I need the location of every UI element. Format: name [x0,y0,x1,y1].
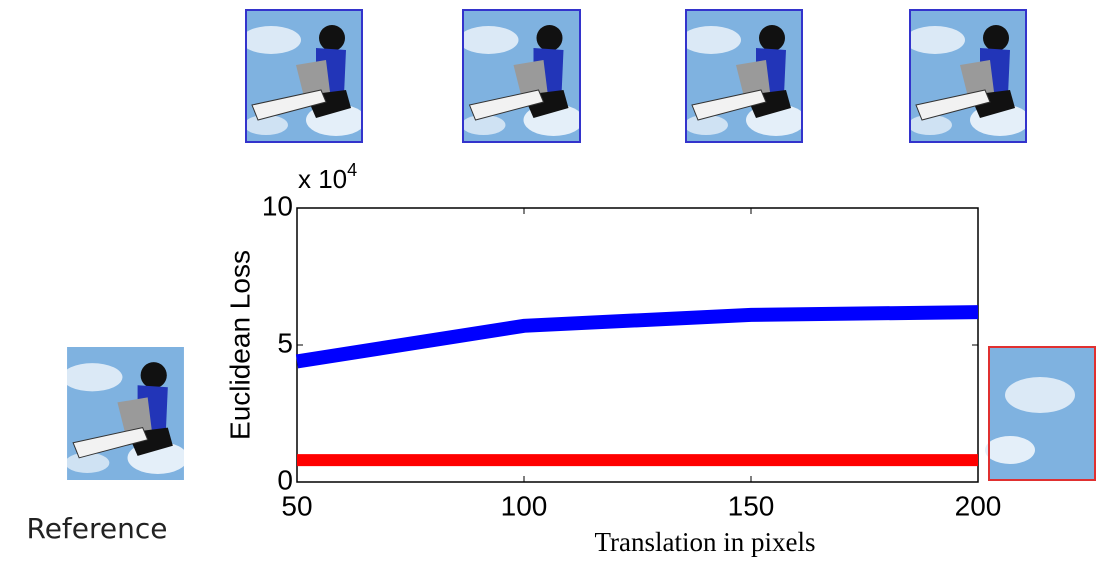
x-tick-label: 150 [728,490,775,521]
thumbnails [62,10,1095,480]
y-tick-label: 5 [277,327,293,358]
reference-image [62,347,188,480]
translated-image [985,347,1095,480]
thumbnail [681,10,806,142]
scale-label: x 104 [298,160,357,194]
figure: Reference x 104 Translation in pixels Eu… [0,0,1096,562]
scale-base: x 10 [298,164,347,194]
thumbnail [459,10,584,142]
y-axis-label: Euclidean Loss [224,250,255,440]
thumbnail [241,10,366,142]
thumbnail [905,10,1030,142]
x-tick-label: 100 [501,490,548,521]
series-line [297,312,978,361]
y-tick-label: 10 [262,190,293,221]
scale-exponent: 4 [347,160,357,180]
x-tick-label: 200 [955,490,1002,521]
reference-label: Reference [27,512,168,545]
x-tick-label: 50 [281,490,312,521]
x-axis-label: Translation in pixels [594,527,815,557]
